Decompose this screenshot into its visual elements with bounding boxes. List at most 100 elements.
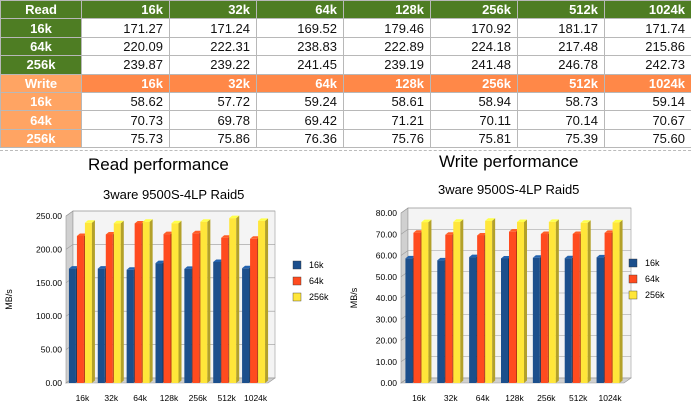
x-tick-label: 16k	[76, 393, 90, 403]
bar	[76, 235, 84, 383]
legend-label: 256k	[309, 292, 329, 302]
bar-side	[91, 220, 95, 383]
table-cell: 70.14	[517, 110, 605, 130]
x-tick-label: 1024k	[244, 393, 268, 403]
table-cell: 71.21	[343, 110, 431, 130]
y-tick-label: 0.00	[380, 378, 397, 388]
x-tick-label: 512k	[569, 393, 588, 403]
x-tick-label: 1024k	[598, 393, 622, 403]
table-cell: 69.78	[169, 110, 257, 130]
bar-top	[258, 218, 269, 221]
legend-swatch	[292, 260, 302, 270]
table-cell: 246.78	[517, 55, 605, 75]
column-header: 1024k	[604, 0, 691, 20]
column-header: 256k	[430, 73, 518, 93]
table-cell: 222.89	[343, 36, 431, 57]
read-section-label: Read	[0, 0, 82, 20]
table-cell: 75.76	[343, 128, 431, 149]
bar-top	[213, 259, 224, 262]
bar	[469, 257, 477, 383]
bar	[501, 258, 508, 383]
bar	[405, 258, 413, 383]
legend-label: 64k	[309, 276, 324, 286]
table-cell: 179.46	[343, 18, 431, 38]
table-cell: 70.73	[81, 110, 170, 130]
row-label: 16k	[0, 18, 82, 38]
x-tick-label: 512k	[217, 393, 236, 403]
bar-side	[492, 218, 496, 383]
table-cell: 242.73	[604, 55, 691, 75]
y-tick-label: 10.00	[376, 357, 398, 367]
bar-top	[548, 219, 559, 222]
table-cell: 75.73	[81, 128, 170, 149]
bar-top	[68, 266, 79, 269]
section-divider	[0, 150, 691, 151]
write-section-label: Write	[0, 73, 82, 93]
table-cell: 59.14	[604, 91, 691, 112]
bar-top	[477, 232, 488, 236]
y-tick-label: 250.00	[36, 211, 62, 221]
bar	[105, 234, 113, 383]
bar	[155, 263, 163, 383]
bar-top	[580, 220, 591, 223]
table-row: 256k 75.73 75.86 76.36 75.76 75.81 75.39 75.60	[0, 128, 691, 149]
column-header: 1024k	[604, 73, 691, 93]
column-header: 16k	[81, 73, 170, 93]
bar-top	[540, 231, 551, 235]
bar-top	[564, 255, 575, 259]
bar	[171, 223, 179, 383]
bar-top	[221, 235, 232, 238]
bar-top	[155, 260, 166, 264]
bar-top	[469, 254, 480, 258]
bar	[142, 221, 150, 383]
bar-top	[142, 219, 153, 222]
bar	[84, 222, 92, 383]
bar	[580, 222, 588, 383]
bar-top	[501, 255, 511, 259]
bar-top	[192, 230, 203, 234]
bar	[163, 234, 171, 383]
y-tick-label: 30.00	[376, 314, 398, 324]
table-cell: 239.87	[81, 55, 170, 75]
bar-top	[134, 220, 145, 224]
bar-top	[596, 254, 607, 258]
bar-top	[485, 218, 496, 221]
x-tick-label: 64k	[133, 393, 147, 403]
bar	[126, 269, 134, 383]
bar	[184, 268, 192, 383]
gridline	[65, 210, 275, 217]
column-header: 16k	[81, 0, 170, 20]
table-cell: 75.60	[604, 128, 691, 149]
bar	[540, 234, 548, 383]
bar	[572, 233, 580, 383]
legend-swatch	[292, 292, 302, 302]
bar-top	[184, 266, 195, 269]
column-header: 512k	[517, 73, 605, 93]
bar	[517, 222, 524, 383]
legend-label: 16k	[309, 260, 324, 270]
bar-top	[229, 215, 240, 219]
bar-top	[413, 230, 424, 233]
x-tick-label: 32k	[104, 393, 118, 403]
bar-side	[236, 215, 240, 383]
bar	[258, 220, 266, 383]
bar	[413, 232, 421, 383]
table-cell: 59.24	[256, 91, 344, 112]
bar	[477, 235, 485, 383]
bar-top	[97, 266, 108, 269]
read-header-row: Read 16k 32k 64k 128k 256k 512k 1024k	[0, 0, 691, 20]
x-tick-label: 128k	[505, 393, 524, 403]
x-tick-label: 128k	[160, 393, 179, 403]
bar-top	[509, 229, 519, 232]
bar-side	[428, 219, 432, 383]
table-cell: 171.24	[169, 18, 257, 38]
y-tick-label: 100.00	[36, 311, 62, 321]
table-cell: 70.11	[430, 110, 518, 130]
bar-side	[460, 219, 464, 383]
table-cell: 75.86	[169, 128, 257, 149]
table-cell: 241.45	[256, 55, 344, 75]
legend-swatch	[628, 290, 638, 300]
table-cell: 239.19	[343, 55, 431, 75]
bar-top	[105, 231, 116, 235]
column-header: 64k	[256, 0, 344, 20]
